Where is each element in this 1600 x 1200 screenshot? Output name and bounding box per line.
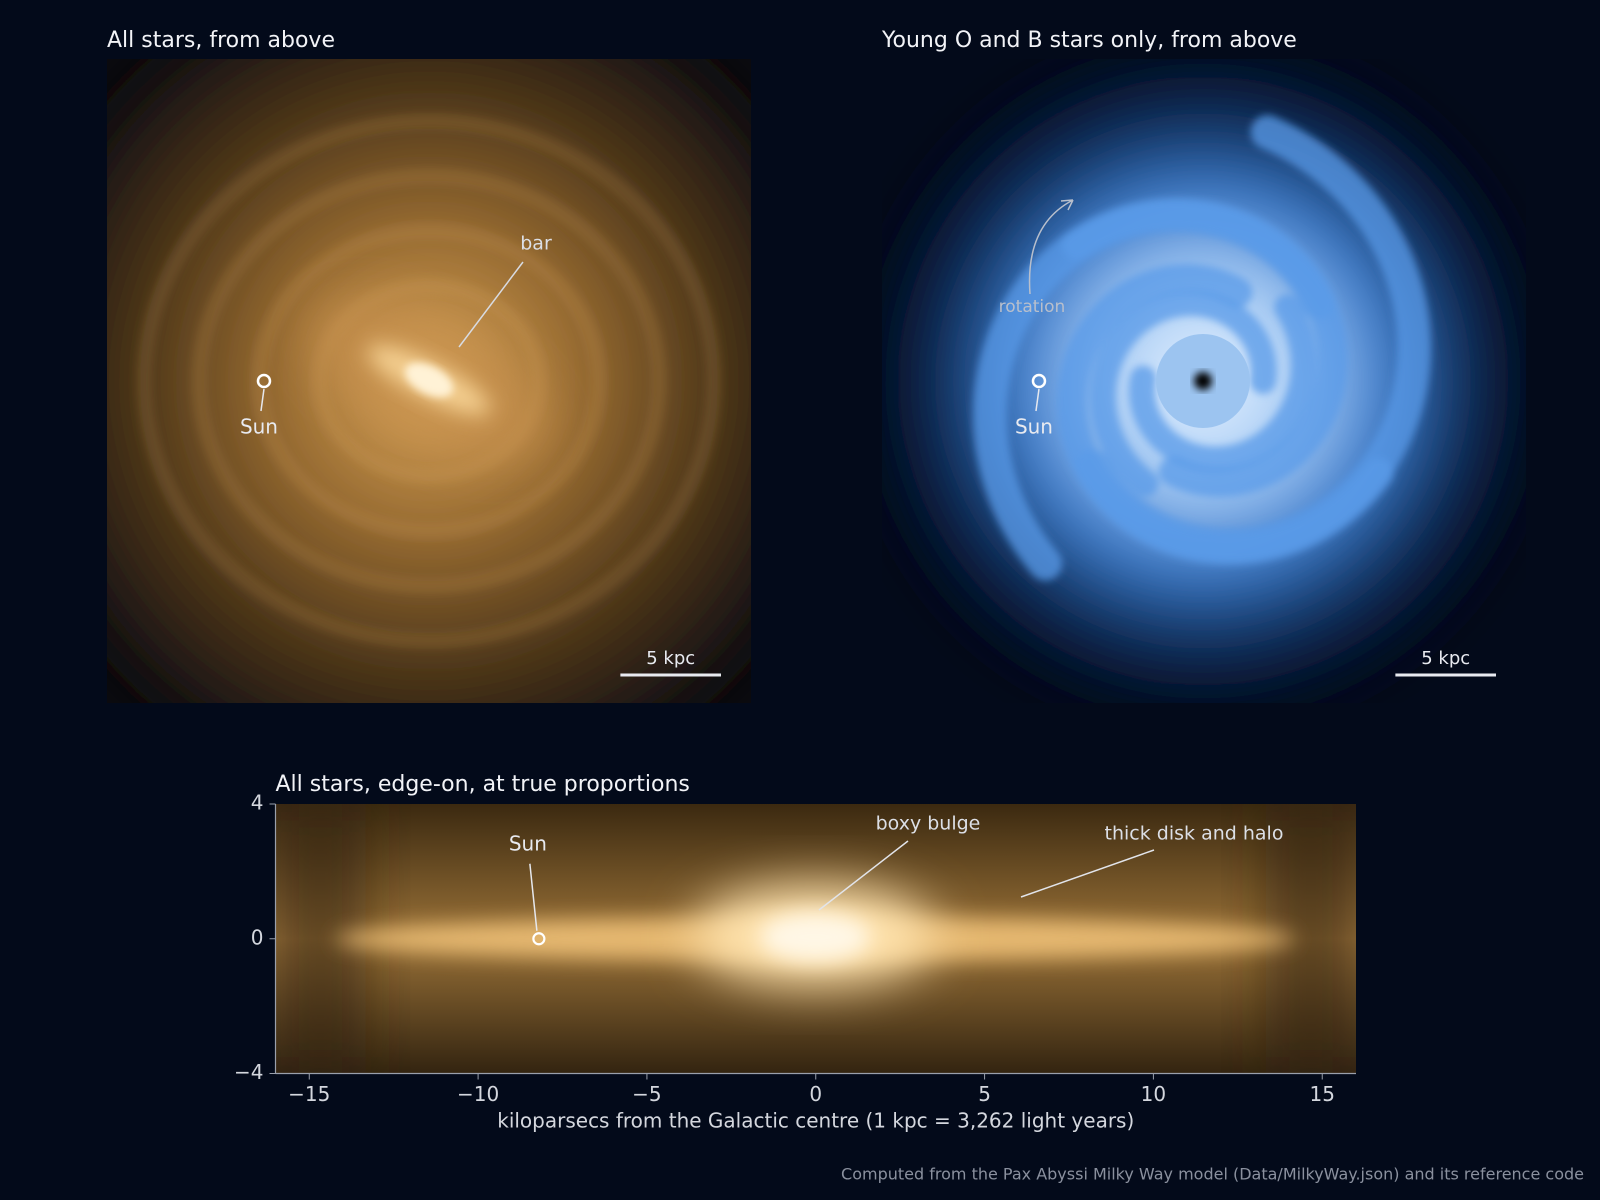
annotation: bar — [520, 233, 552, 255]
x-tick-label: 0 — [809, 1082, 822, 1106]
spiral-arm — [1089, 289, 1277, 497]
panel-title: All stars, edge-on, at true proportions — [276, 772, 690, 797]
sun-pointer — [260, 388, 265, 412]
sun-label: Sun — [509, 831, 547, 855]
amber-image — [107, 59, 751, 703]
annotation: rotation — [999, 297, 1066, 317]
spiral-arm — [1128, 294, 1318, 473]
x-axis-label: kiloparsecs from the Galactic centre (1 … — [497, 1109, 1134, 1133]
panel-title: Young O and B stars only, from above — [881, 28, 1297, 53]
x-tick-label: −10 — [457, 1082, 499, 1106]
y-tick-label: 0 — [251, 925, 264, 949]
spiral-arm — [1075, 115, 1432, 562]
annotation-line — [458, 261, 524, 348]
annotation: thick disk and halo — [1105, 823, 1284, 845]
y-tick-label: 4 — [251, 791, 264, 815]
sun-pointer — [1035, 388, 1040, 412]
sun-marker — [532, 932, 546, 946]
panel-title: All stars, from above — [107, 28, 335, 53]
edge-on-image — [275, 804, 1356, 1074]
annotation-line — [1020, 849, 1155, 898]
sun-marker — [1031, 373, 1047, 389]
blue-image — [882, 59, 1526, 703]
sun-label: Sun — [1015, 415, 1053, 439]
annotation-line — [818, 840, 909, 911]
annotation: boxy bulge — [876, 813, 981, 835]
y-tick-label: −4 — [234, 1060, 263, 1084]
x-tick-label: −5 — [632, 1082, 661, 1106]
spiral-arm — [973, 198, 1336, 581]
x-tick-label: −15 — [288, 1082, 330, 1106]
scale-label: 5 kpc — [646, 648, 695, 669]
x-tick-label: 15 — [1310, 1082, 1335, 1106]
rotation-arrow — [1028, 199, 1074, 295]
x-tick-label: 10 — [1141, 1082, 1166, 1106]
footer: Computed from the Pax Abyssi Milky Way m… — [841, 1165, 1584, 1184]
sun-marker — [256, 373, 272, 389]
x-tick-label: 5 — [978, 1082, 991, 1106]
sun-label: Sun — [240, 415, 278, 439]
scale-label: 5 kpc — [1421, 648, 1470, 669]
sun-pointer — [529, 863, 538, 931]
